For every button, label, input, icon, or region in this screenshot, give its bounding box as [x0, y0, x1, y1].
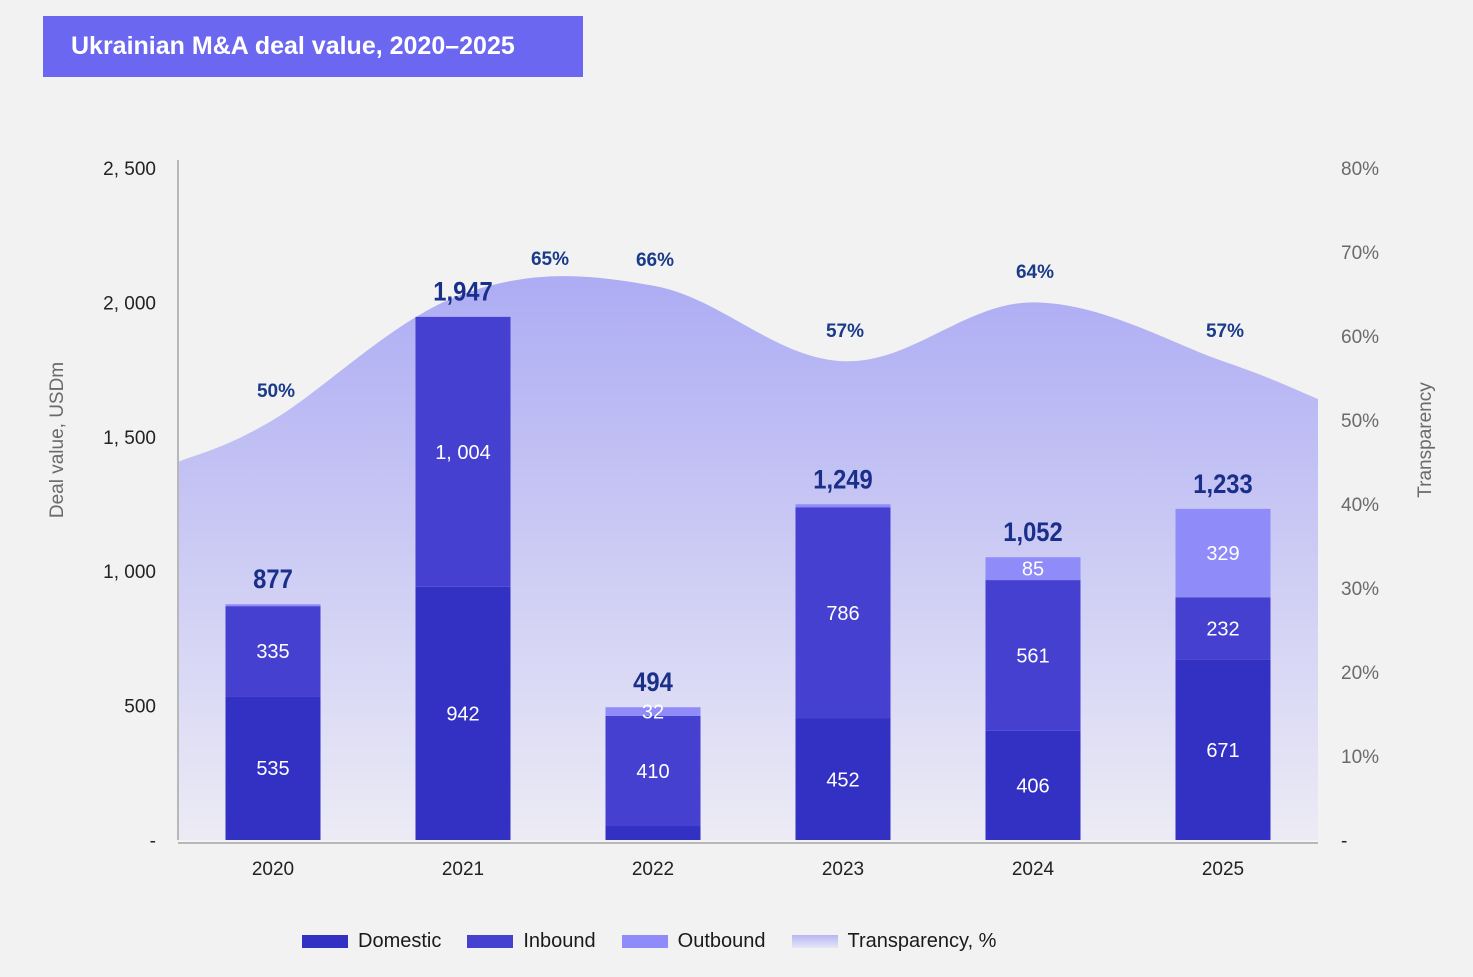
bar-inbound	[1175, 597, 1271, 660]
y-left-tick-label: 2, 500	[103, 159, 156, 180]
y-right-tick-label: 30%	[1341, 579, 1379, 600]
bar-domestic	[415, 586, 511, 840]
bar-label-inbound: 786	[826, 603, 859, 625]
bar-label-outbound: 85	[1022, 559, 1044, 581]
bar-outbound	[795, 504, 891, 508]
bar-total-label: 1,052	[1003, 518, 1062, 548]
bar-label-domestic: 535	[256, 758, 289, 780]
y-left-tick-label: 1, 000	[103, 562, 156, 583]
legend-item-domestic: Domestic	[302, 930, 441, 953]
bar-outbound	[225, 604, 321, 607]
legend-item-outbound: Outbound	[621, 929, 766, 953]
bar-total-label: 1,233	[1193, 469, 1252, 499]
y-right-tick-label: 80%	[1341, 159, 1379, 180]
bar-domestic	[225, 696, 321, 840]
legend-swatch-inbound	[467, 934, 514, 948]
y-right-tick-label: 40%	[1341, 495, 1379, 516]
transparency-label: 65%	[531, 249, 569, 270]
bar-label-inbound: 335	[256, 641, 289, 663]
bar-outbound	[605, 707, 701, 716]
legend-item-transparency: Transparency, %	[791, 929, 997, 953]
labels-layer: 535 335 877 942 1, 004 1,947 410 32 494 452 786 1,2…	[253, 249, 1253, 797]
x-tick-label: 2022	[632, 859, 674, 880]
y-left-tick-label: 2, 000	[103, 293, 156, 314]
bars-layer	[225, 316, 1271, 840]
legend-label-inbound: Inbound	[523, 929, 596, 952]
transparency-area-layer	[178, 276, 1318, 840]
transparency-area	[178, 276, 1318, 840]
transparency-label: 57%	[1206, 321, 1244, 342]
bar-total-label: 1,947	[433, 277, 492, 307]
axes-layer: - 500 1, 000 1, 500 2, 000 2, 500 - 10% 20% 30% 40…	[47, 159, 1436, 880]
x-tick-label: 2025	[1202, 859, 1244, 880]
bar-domestic	[985, 730, 1081, 840]
bar-total-label: 877	[253, 565, 293, 595]
x-tick-label: 2021	[442, 859, 484, 880]
legend-label-domestic: Domestic	[358, 929, 442, 952]
bar-total-label: 1,249	[813, 465, 872, 495]
y-right-axis-title: Transparency	[1415, 382, 1436, 498]
transparency-label: 50%	[257, 381, 295, 402]
bar-total-label: 494	[633, 668, 673, 698]
y-left-tick-label: 500	[124, 697, 156, 718]
x-tick-label: 2024	[1012, 859, 1055, 880]
bar-inbound	[225, 606, 321, 697]
bar-inbound	[605, 715, 701, 827]
bar-domestic	[795, 718, 891, 840]
y-right-tick-label: 10%	[1341, 747, 1379, 768]
legend-item-inbound: Inbound	[467, 929, 596, 953]
bar-label-domestic: 942	[446, 703, 479, 725]
y-right-tick-label: 70%	[1341, 243, 1379, 264]
legend-swatch-outbound	[621, 934, 668, 948]
transparency-label: 57%	[826, 321, 864, 342]
y-right-tick-label: 20%	[1341, 663, 1379, 684]
legend: Domestic Inbound Outbound Transparency, …	[302, 928, 1022, 954]
bar-outbound	[1175, 508, 1271, 598]
y-right-tick-label: -	[1341, 831, 1347, 852]
legend-swatch-domestic	[302, 934, 348, 948]
transparency-label: 64%	[1016, 262, 1054, 283]
legend-label-transparency: Transparency, %	[847, 929, 997, 952]
bar-inbound	[795, 507, 891, 719]
y-right-tick-label: 50%	[1341, 411, 1379, 432]
bar-label-domestic: 671	[1206, 740, 1239, 762]
bar-domestic	[1175, 659, 1271, 840]
bar-label-domestic: 406	[1016, 775, 1049, 797]
bar-label-outbound: 329	[1206, 543, 1239, 565]
bar-outbound	[985, 557, 1081, 581]
bar-label-outbound: 32	[642, 702, 664, 724]
y-left-axis-title: Deal value, USDm	[47, 362, 68, 518]
transparency-label: 66%	[636, 250, 674, 271]
bar-label-inbound: 561	[1016, 645, 1049, 667]
bar-inbound	[415, 316, 511, 587]
bar-inbound	[985, 580, 1081, 731]
x-tick-label: 2020	[252, 859, 294, 880]
legend-swatch-transparency	[791, 934, 838, 948]
y-right-tick-label: 60%	[1341, 327, 1379, 348]
y-left-tick-label: 1, 500	[103, 428, 156, 449]
chart-title: Ukrainian M&A deal value, 2020–2025	[43, 16, 583, 77]
bar-label-inbound: 232	[1206, 618, 1239, 640]
y-left-tick-label: -	[150, 831, 156, 852]
legend-label-outbound: Outbound	[677, 929, 766, 952]
bar-label-domestic: 452	[826, 769, 859, 791]
bar-label-inbound: 410	[636, 761, 669, 783]
bar-domestic	[605, 826, 701, 840]
x-tick-label: 2023	[822, 859, 864, 880]
bar-label-inbound: 1, 004	[435, 442, 491, 464]
